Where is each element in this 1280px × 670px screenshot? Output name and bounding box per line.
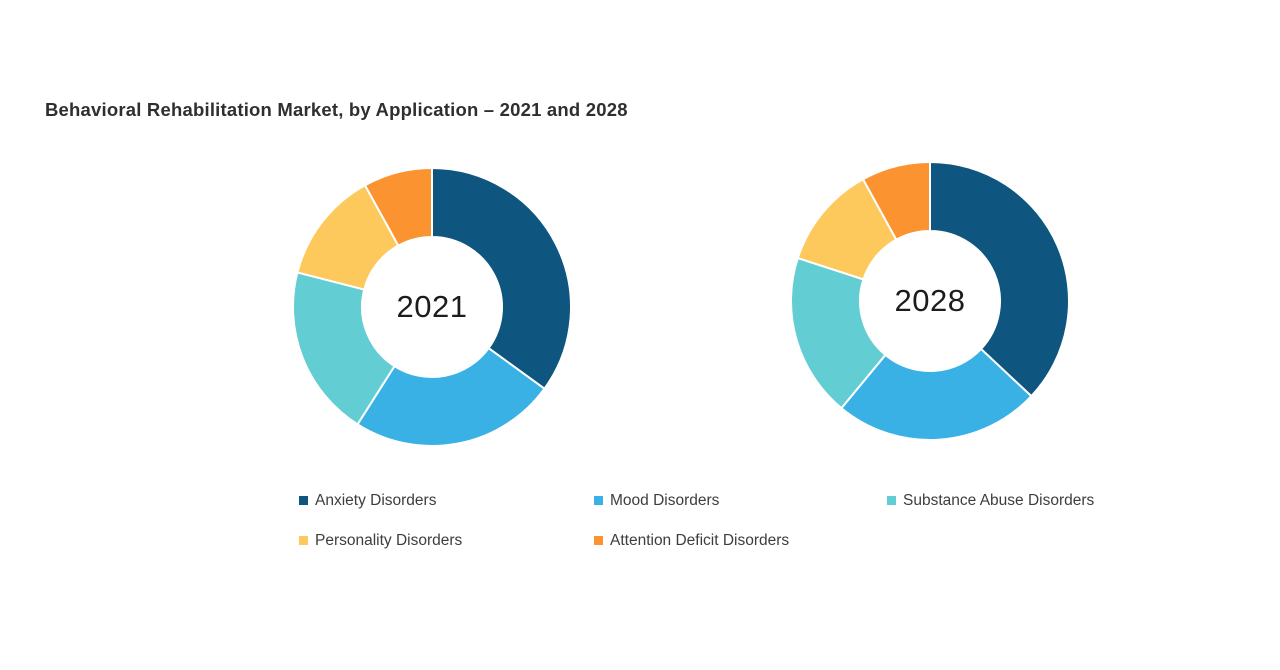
chart-legend: Anxiety Disorders Mood Disorders Substan… [299, 491, 1094, 550]
donut-slice-2028-substance-abuse-disorders [790, 257, 887, 410]
legend-item-substance-abuse-disorders: Substance Abuse Disorders [887, 491, 1094, 510]
donut-slice-2021-anxiety-disorders [431, 167, 572, 390]
donut-chart-2028: 2028 [785, 156, 1075, 446]
legend-swatch-personality-disorders [299, 536, 308, 545]
donut-slice-2021-substance-abuse-disorders [292, 271, 396, 426]
donut-slice-2028-attention-deficit-disorders [862, 161, 931, 241]
chart-title: Behavioral Rehabilitation Market, by App… [45, 99, 628, 120]
legend-label-attention-deficit-disorders: Attention Deficit Disorders [610, 531, 790, 549]
legend-item-mood-disorders: Mood Disorders [594, 491, 887, 510]
legend-label-mood-disorders: Mood Disorders [610, 491, 720, 509]
donut-slice-2021-attention-deficit-disorders [364, 167, 433, 247]
donut-slice-2028-mood-disorders [840, 347, 1033, 441]
donut-svg-2028 [790, 161, 1070, 441]
legend-swatch-mood-disorders [594, 496, 603, 505]
legend-label-personality-disorders: Personality Disorders [315, 531, 463, 549]
donut-slice-2021-mood-disorders [356, 347, 546, 447]
legend-label-anxiety-disorders: Anxiety Disorders [315, 491, 437, 509]
legend-item-attention-deficit-disorders: Attention Deficit Disorders [594, 531, 887, 550]
donut-slice-2028-anxiety-disorders [929, 161, 1070, 398]
donut-svg-2021 [292, 167, 572, 447]
legend-swatch-attention-deficit-disorders [594, 536, 603, 545]
legend-label-substance-abuse-disorders: Substance Abuse Disorders [903, 491, 1095, 509]
legend-swatch-anxiety-disorders [299, 496, 308, 505]
donut-chart-2021: 2021 [287, 162, 577, 452]
legend-item-anxiety-disorders: Anxiety Disorders [299, 491, 594, 510]
legend-item-personality-disorders: Personality Disorders [299, 531, 594, 550]
legend-swatch-substance-abuse-disorders [887, 496, 896, 505]
